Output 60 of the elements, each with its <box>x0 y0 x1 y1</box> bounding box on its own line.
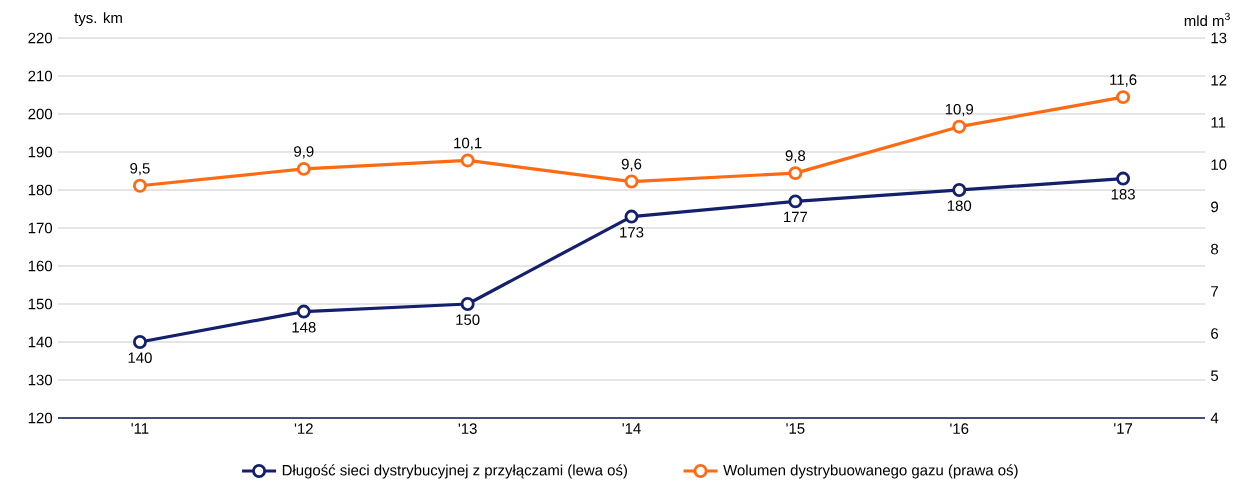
data-label: 10,9 <box>945 104 974 117</box>
point <box>132 335 147 350</box>
y-tick-label: 140 <box>28 336 53 348</box>
y-tick-label: 210 <box>28 70 53 82</box>
x-tick-label: '14 <box>622 423 641 434</box>
data-label: 140 <box>128 352 152 364</box>
y-tick-label: 120 <box>28 412 53 424</box>
point <box>1116 90 1131 105</box>
y-tick-label: 150 <box>28 298 53 310</box>
x-tick-label: '16 <box>950 423 969 435</box>
y2-tick-label: 9 <box>1211 201 1218 213</box>
point <box>296 304 311 319</box>
y2-tick-label: 13 <box>1211 32 1227 44</box>
point <box>952 183 967 198</box>
point <box>952 119 967 134</box>
y2-tick-label: 12 <box>1211 75 1227 86</box>
x-tick-label: '11 <box>131 423 149 434</box>
y-tick-label: 200 <box>28 108 53 120</box>
point <box>296 162 311 177</box>
y-tick-label: 170 <box>28 222 53 234</box>
y2-tick-label: 4 <box>1210 413 1219 424</box>
data-label: 9,6 <box>621 159 642 172</box>
data-label: 10,1 <box>454 137 482 151</box>
point <box>788 194 803 209</box>
legend-label: Długość sieci dystrybucyjnej z przyłączami (lewa oś) <box>282 464 627 479</box>
x-tick-label: '12 <box>294 423 313 435</box>
y-tick-label: 130 <box>28 374 53 386</box>
point <box>788 166 803 181</box>
y2-axis-title: mld m$^{3}$ <box>1184 12 1230 27</box>
data-label: 9,8 <box>785 150 806 163</box>
y2-tick-label: 5 <box>1211 370 1219 382</box>
y-tick-label: 190 <box>28 146 53 158</box>
y-tick-label: 180 <box>28 184 53 196</box>
y2-tick-label: 10 <box>1211 159 1227 171</box>
x-tick-label: '15 <box>786 423 805 435</box>
data-label: 173 <box>620 227 644 238</box>
y-tick-label: 220 <box>28 32 53 44</box>
y-tick-label: 160 <box>28 260 53 272</box>
point <box>460 153 475 168</box>
point <box>132 179 147 193</box>
data-label: 11,6 <box>1110 74 1137 87</box>
legend-label: Wolumen dystrybuowanego gazu (prawa oś) <box>723 464 1018 479</box>
data-label: 150 <box>456 314 480 326</box>
y2-tick-label: 11 <box>1211 117 1226 128</box>
x-tick-label: '13 <box>458 423 477 435</box>
data-label: 180 <box>947 200 972 212</box>
y2-tick-label: 7 <box>1211 286 1218 297</box>
data-label: 9,5 <box>130 163 150 176</box>
point <box>624 174 639 189</box>
data-label: 148 <box>292 322 316 333</box>
point <box>624 209 639 224</box>
y2-tick-label: 8 <box>1211 244 1219 255</box>
data-label: 177 <box>784 211 808 223</box>
point <box>1116 171 1131 186</box>
x-tick-label: '17 <box>1114 423 1133 434</box>
data-label: 9,9 <box>294 146 314 159</box>
y2-tick-label: 6 <box>1211 328 1219 340</box>
point <box>460 297 475 312</box>
data-label: 183 <box>1111 189 1135 200</box>
y-axis-title: tys. km <box>74 12 122 27</box>
